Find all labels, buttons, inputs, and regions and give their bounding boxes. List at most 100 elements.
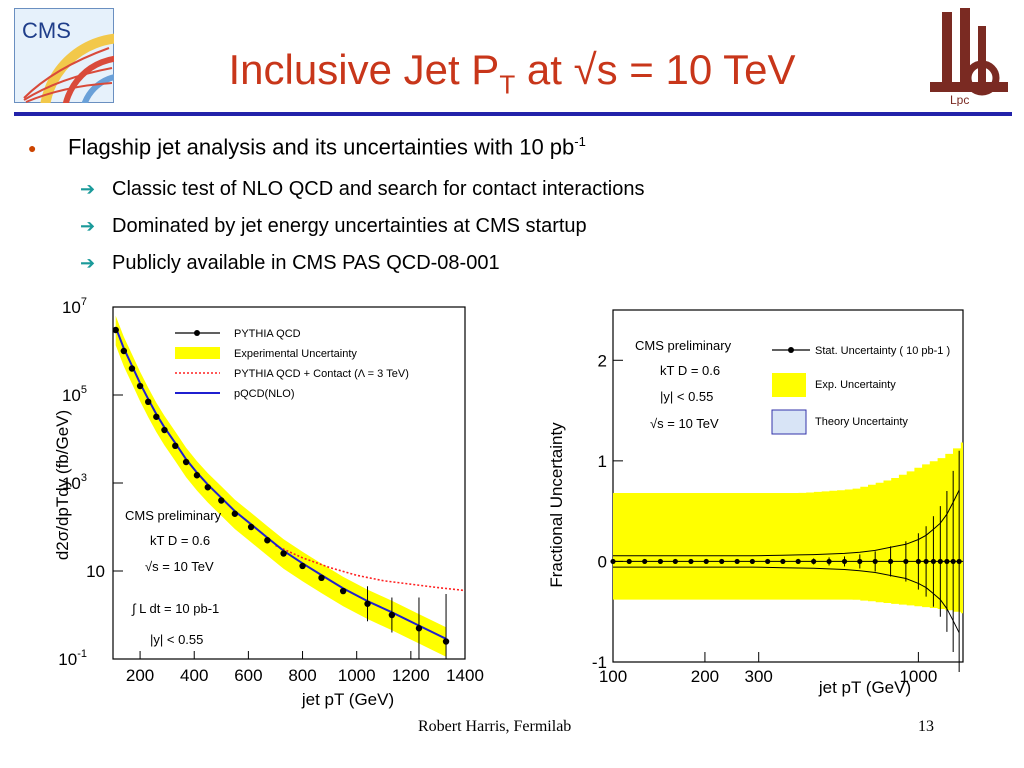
data-point: [826, 558, 832, 565]
data-point: [136, 382, 144, 390]
left-x-axis-label: jet pT (GeV): [301, 690, 394, 709]
sub-bullet-text: Dominated by jet energy uncertainties at…: [112, 215, 587, 237]
y-tick-label: 1: [598, 452, 607, 471]
data-point: [231, 510, 239, 517]
data-point: [280, 550, 287, 557]
lpc-logo: Lpc: [930, 8, 1008, 106]
data-point: [923, 558, 929, 565]
x-tick-label: 1000: [899, 667, 937, 686]
cms-logo-text: CMS: [22, 18, 71, 43]
annotation-line: |y| < 0.55: [660, 389, 713, 404]
data-point: [944, 558, 950, 565]
main-bullet-sup: -1: [574, 134, 586, 149]
data-point: [765, 558, 771, 565]
data-point: [887, 558, 894, 565]
x-tick-label: 300: [745, 667, 773, 686]
data-point: [120, 347, 128, 355]
x-tick-label: 100: [599, 667, 627, 686]
annotation-line: CMS preliminary: [125, 508, 222, 523]
data-point: [247, 523, 255, 531]
data-point: [937, 558, 943, 565]
legend-entry: Theory Uncertainty: [815, 416, 908, 428]
lpc-logo-text: Lpc: [950, 93, 969, 106]
annotation-line: kT D = 0.6: [150, 533, 210, 548]
data-point: [930, 558, 937, 565]
title-main: Inclusive Jet P: [228, 46, 500, 93]
y-tick-label: 0: [598, 552, 607, 571]
data-point: [811, 558, 817, 565]
stat-lower-curve: [613, 566, 960, 634]
data-point: [956, 558, 962, 565]
annotation-line: |y| < 0.55: [150, 632, 203, 647]
y-tick-label: -1: [592, 653, 607, 672]
data-point: [857, 558, 863, 565]
bullet-dot-icon: ●: [28, 140, 37, 156]
arrow-right-icon: ➔: [80, 216, 96, 236]
right-x-axis-label: jet pT (GeV): [818, 678, 911, 697]
left-plot-frame: [112, 306, 466, 660]
data-point: [415, 625, 423, 632]
data-point: [153, 413, 160, 420]
data-point: [734, 558, 740, 565]
left-legend: PYTHIA QCD Experimental Uncertainty PYTH…: [175, 328, 409, 400]
slide-title: Inclusive Jet PT at √s = 10 TeV: [0, 40, 1024, 114]
y-tick-label: 103: [62, 472, 87, 493]
data-point: [193, 472, 201, 479]
data-point: [339, 587, 347, 595]
title-rest: at √s = 10 TeV: [515, 46, 796, 93]
legend-entry: Exp. Uncertainty: [815, 379, 896, 391]
y-tick-label: 10-1: [58, 648, 87, 669]
y-tick-label: 2: [598, 351, 607, 370]
right-y-axis-label: Fractional Uncertainty: [547, 422, 566, 588]
data-point: [218, 497, 225, 504]
data-point: [795, 558, 801, 565]
data-point: [182, 458, 190, 466]
data-point: [442, 638, 450, 645]
x-tick-label: 400: [180, 666, 208, 685]
x-tick-label: 1400: [446, 666, 484, 685]
fractional-uncertainty-chart: 100 200 300 1000 -1 0 1 2 jet pT (GeV) Fractio…: [547, 309, 964, 697]
legend-entry: Experimental Uncertainty: [234, 348, 357, 360]
data-point: [172, 442, 179, 450]
data-point: [915, 558, 921, 565]
sub-bullet-text: Classic test of NLO QCD and search for c…: [112, 178, 645, 200]
arrow-right-icon: ➔: [80, 179, 96, 199]
data-point: [872, 558, 878, 565]
data-point: [204, 484, 211, 491]
y-tick-label: 107: [62, 296, 87, 317]
x-tick-label: 800: [288, 666, 316, 685]
data-point: [780, 558, 786, 565]
annotation-line: kT D = 0.6: [660, 363, 720, 378]
annotation-line: √s = 10 TeV: [145, 559, 214, 574]
data-point: [950, 558, 956, 565]
title-rule: [14, 112, 1012, 116]
main-bullet-text: Flagship jet analysis and its uncertaint…: [68, 134, 575, 160]
data-point: [657, 558, 664, 565]
legend-entry: pQCD(NLO): [234, 388, 295, 400]
x-tick-label: 200: [691, 667, 719, 686]
data-point: [112, 326, 119, 334]
legend-entry: PYTHIA QCD: [234, 328, 301, 340]
data-point: [841, 558, 848, 565]
data-point: [626, 558, 632, 565]
data-point: [318, 574, 325, 582]
right-legend: Stat. Uncertainty ( 10 pb-1 ) Exp. Uncer…: [771, 345, 950, 435]
data-point: [703, 558, 709, 565]
sub-bullet-text: Publicly available in CMS PAS QCD-08-001: [112, 252, 500, 274]
data-point: [749, 558, 755, 565]
x-tick-label: 600: [234, 666, 262, 685]
data-point: [264, 537, 271, 544]
data-point: [719, 558, 725, 565]
y-tick-label: 105: [62, 384, 87, 405]
data-point: [903, 558, 909, 565]
cross-section-chart: 200 400 600 800 1000 1200 1400 10-1 10 103 105 107…: [53, 296, 484, 709]
data-point: [128, 365, 136, 372]
data-point: [642, 558, 648, 565]
y-tick-label: 10: [86, 562, 105, 581]
title-subscript: T: [499, 69, 516, 100]
left-y-axis-label: d2σ/dpTdy (fb/GeV): [53, 410, 72, 560]
contact-curve: [275, 544, 466, 592]
arrow-right-icon: ➔: [80, 253, 96, 273]
data-point: [161, 426, 168, 434]
data-point: [299, 562, 306, 570]
